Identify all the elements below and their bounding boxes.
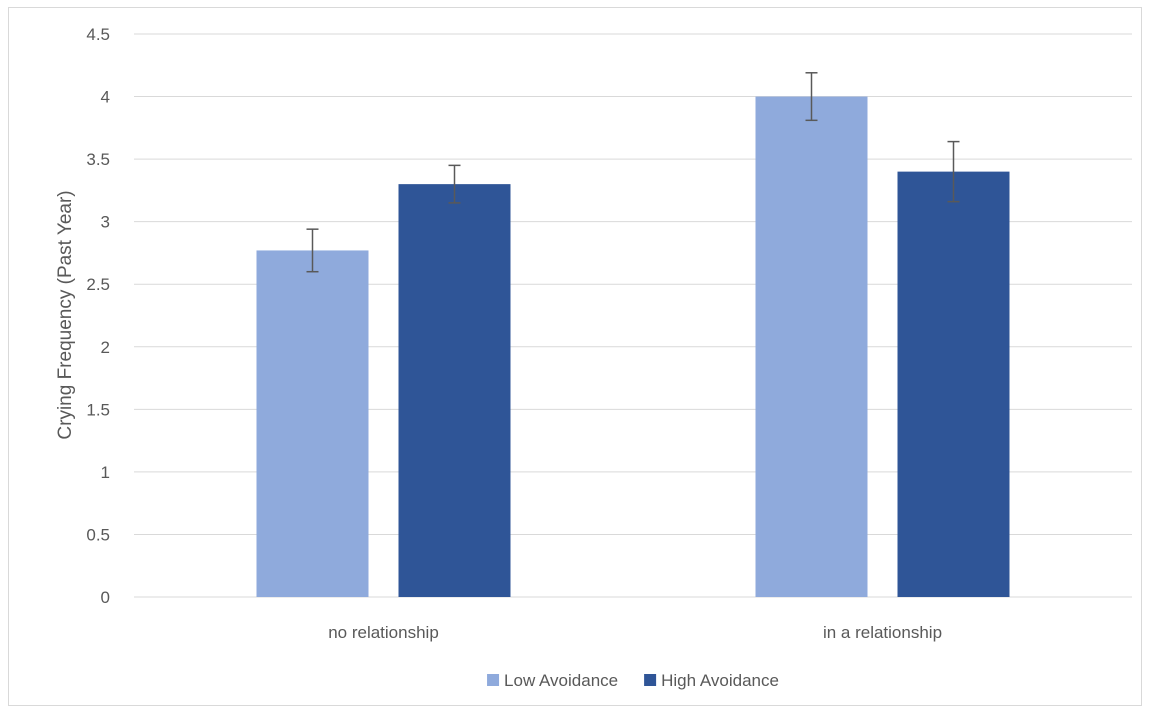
bar-high-avoidance-1: [897, 171, 1010, 597]
y-tick-label: 1.5: [86, 400, 110, 419]
y-axis-title: Crying Frequency (Past Year): [55, 190, 76, 439]
legend-item: High Avoidance: [644, 671, 779, 690]
x-axis-tick-labels: no relationship in a relationship: [328, 623, 942, 642]
legend: Low Avoidance High Avoidance: [487, 671, 779, 690]
bars: [256, 96, 1010, 598]
bar-low-avoidance-1: [755, 96, 868, 598]
legend-label: Low Avoidance: [504, 671, 618, 690]
bar-high-avoidance-0: [398, 184, 511, 597]
y-tick-label: 3: [101, 213, 110, 232]
legend-swatch: [487, 674, 500, 686]
y-tick-label: 2.5: [86, 275, 110, 294]
y-tick-label: 4.5: [86, 25, 110, 44]
y-tick-label: 2: [101, 338, 110, 357]
y-tick-label: 4: [101, 88, 110, 107]
y-tick-label: 0: [101, 588, 110, 607]
error-bars: [306, 72, 960, 273]
bar-low-avoidance-0: [256, 250, 369, 598]
legend-item: Low Avoidance: [487, 671, 618, 690]
legend-swatch: [644, 674, 657, 686]
legend-label: High Avoidance: [661, 671, 779, 690]
x-tick-label: no relationship: [328, 623, 439, 642]
y-tick-label: 3.5: [86, 150, 110, 169]
y-tick-label: 1: [101, 463, 110, 482]
y-axis-tick-labels: 0 0.5 1 1.5 2 2.5 3 3.5 4 4.5: [86, 25, 110, 607]
y-tick-label: 0.5: [86, 525, 110, 544]
x-tick-label: in a relationship: [823, 623, 942, 642]
